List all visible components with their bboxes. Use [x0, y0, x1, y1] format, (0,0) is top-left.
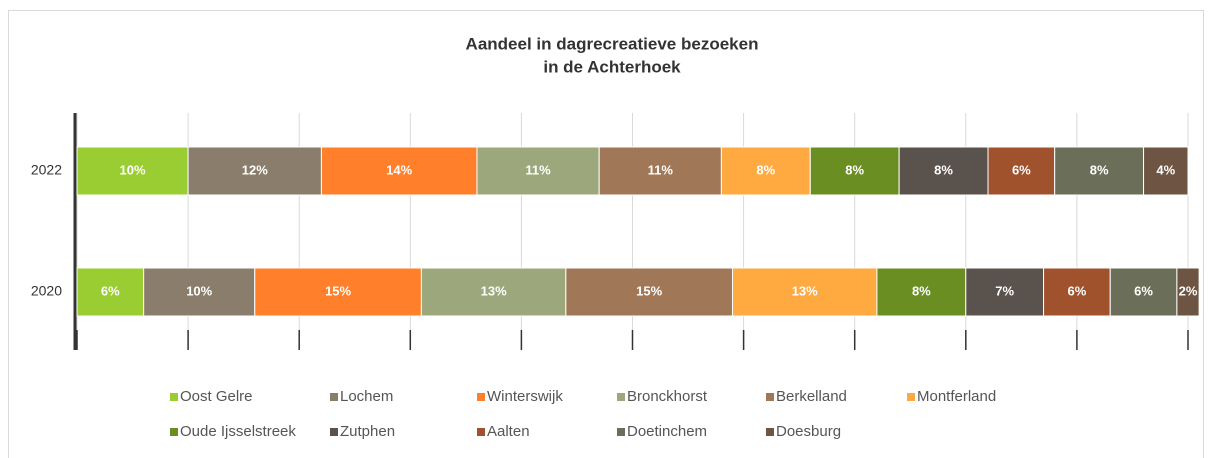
legend-swatch	[170, 393, 178, 401]
data-label: 8%	[934, 162, 953, 177]
y-tick-label: 2020	[31, 283, 62, 299]
data-label: 6%	[101, 283, 120, 298]
legend-swatch	[907, 393, 915, 401]
bar-segment	[254, 267, 422, 317]
data-label: 13%	[792, 283, 818, 298]
legend-swatch	[766, 428, 774, 436]
data-label: 10%	[186, 283, 212, 298]
data-label: 11%	[648, 162, 674, 177]
bar-segment	[965, 267, 1045, 317]
data-label: 6%	[1134, 283, 1153, 298]
chart-title: in de Achterhoek	[543, 57, 681, 76]
bar-segment	[565, 267, 733, 317]
legend-label: Lochem	[340, 388, 393, 405]
legend-swatch	[330, 428, 338, 436]
data-label: 11%	[525, 162, 551, 177]
legend-label: Doesburg	[776, 423, 841, 440]
bar-segment	[76, 267, 145, 317]
bar-segment	[809, 146, 900, 196]
data-label: 15%	[325, 283, 351, 298]
bar-segment	[876, 267, 967, 317]
legend-label: Zutphen	[340, 423, 395, 440]
data-label: 8%	[756, 162, 775, 177]
data-label: 2%	[1179, 283, 1198, 298]
bar-segment	[1176, 267, 1200, 317]
bar-segment	[143, 267, 256, 317]
bar-segment	[1143, 146, 1189, 196]
data-label: 8%	[845, 162, 864, 177]
legend-label: Oude Ijsselstreek	[180, 423, 296, 440]
data-label: 7%	[995, 283, 1014, 298]
chart-border	[8, 10, 1204, 458]
data-label: 8%	[912, 283, 931, 298]
data-label: 12%	[242, 162, 268, 177]
bar-segment	[731, 267, 878, 317]
bar-segment	[720, 146, 811, 196]
data-label: 4%	[1156, 162, 1175, 177]
legend-swatch	[617, 428, 625, 436]
data-label: 6%	[1068, 283, 1087, 298]
data-label: 14%	[386, 162, 412, 177]
legend-label: Doetinchem	[627, 423, 707, 440]
data-label: 13%	[481, 283, 507, 298]
legend-label: Bronckhorst	[627, 388, 708, 405]
chart-title: Aandeel in dagrecreatieve bezoeken	[466, 34, 759, 53]
bar-segment	[987, 146, 1056, 196]
bar-segment	[1043, 267, 1111, 317]
legend-label: Oost Gelre	[180, 388, 253, 405]
data-label: 8%	[1090, 162, 1109, 177]
legend-swatch	[477, 428, 485, 436]
bar-segment	[898, 146, 989, 196]
data-label: 6%	[1012, 162, 1031, 177]
legend-swatch	[477, 393, 485, 401]
legend-swatch	[617, 393, 625, 401]
legend-swatch	[170, 428, 178, 436]
bar-segment	[476, 146, 600, 196]
y-tick-label: 2022	[31, 162, 62, 178]
bar-segment	[598, 146, 722, 196]
bar-segment	[420, 267, 567, 317]
legend-swatch	[766, 393, 774, 401]
bar-segment	[1109, 267, 1178, 317]
legend-label: Aalten	[487, 423, 530, 440]
legend-label: Berkelland	[776, 388, 847, 405]
data-label: 15%	[636, 283, 662, 298]
bar-segment	[320, 146, 478, 196]
legend-label: Montferland	[917, 388, 996, 405]
legend-label: Winterswijk	[487, 388, 563, 405]
data-label: 10%	[120, 162, 146, 177]
legend-swatch	[330, 393, 338, 401]
bar-segment	[1054, 146, 1145, 196]
